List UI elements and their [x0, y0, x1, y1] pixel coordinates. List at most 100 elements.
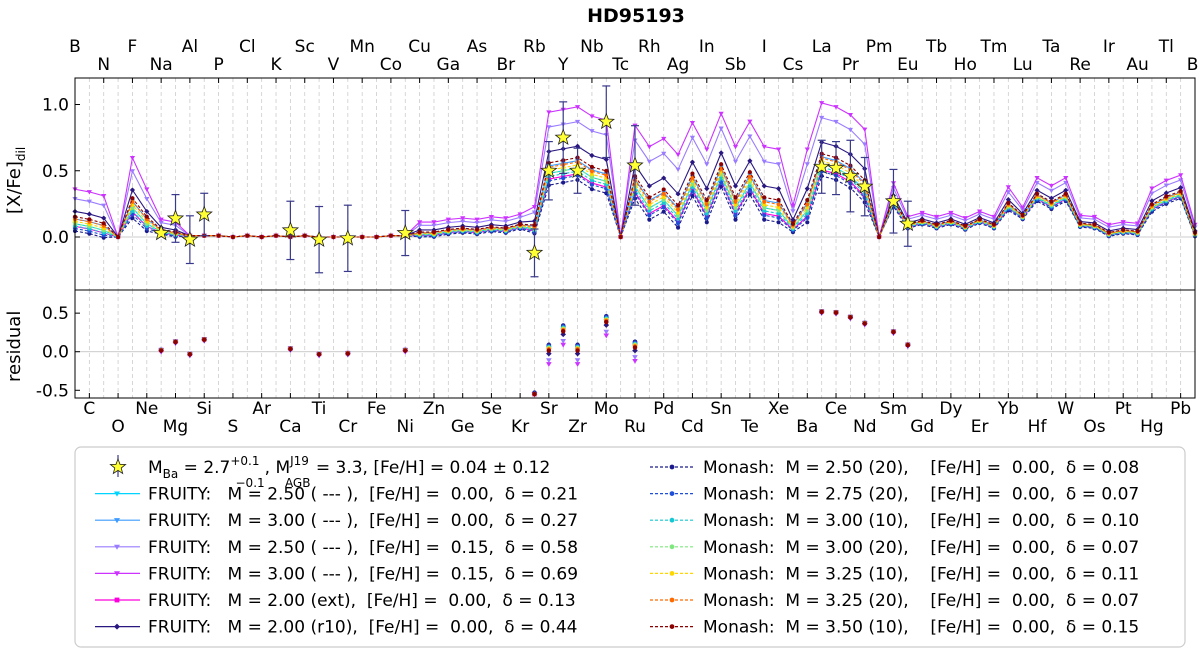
series-marker — [804, 147, 810, 152]
series-marker — [101, 215, 107, 221]
series-marker — [561, 176, 566, 181]
series-marker — [589, 114, 595, 119]
observation-star — [856, 177, 874, 195]
series-marker — [689, 135, 696, 141]
element-label-bottom: Cr — [338, 417, 357, 437]
series-marker — [618, 234, 623, 240]
series-marker — [1149, 198, 1155, 204]
series-marker — [604, 168, 609, 173]
element-label-top: Rb — [523, 37, 546, 57]
series-marker — [1048, 195, 1055, 201]
residual-Ti — [316, 351, 322, 359]
series-marker — [173, 339, 178, 345]
series-marker — [1134, 224, 1141, 229]
legend-label: Monash: M = 2.50 (20), [Fe/H] = 0.00, δ … — [703, 458, 1139, 478]
series-marker — [574, 358, 581, 363]
observation-Si — [195, 192, 213, 237]
series-marker — [991, 222, 997, 227]
series-marker — [546, 110, 552, 115]
series-marker — [575, 348, 580, 353]
element-label-top: Tb — [925, 37, 947, 57]
series-marker — [718, 126, 724, 131]
element-label-top: N — [97, 55, 110, 75]
series-marker — [518, 222, 523, 227]
observation-Ti — [310, 205, 328, 274]
series-marker — [718, 111, 724, 117]
series-marker — [704, 205, 709, 210]
series-marker — [360, 234, 365, 240]
element-label-bottom: S — [228, 417, 239, 437]
series-marker — [732, 144, 739, 150]
series-marker — [1034, 187, 1040, 193]
series-marker — [603, 156, 609, 163]
series-marker — [747, 134, 753, 139]
series-marker — [114, 518, 120, 524]
series-marker — [675, 167, 681, 173]
series-marker — [762, 213, 767, 218]
observation-Mg — [166, 194, 185, 243]
series-marker — [115, 234, 121, 240]
series-marker — [1048, 188, 1055, 194]
element-label-top: Al — [182, 37, 198, 57]
series-marker — [531, 210, 538, 215]
element-label-bottom: Pd — [653, 399, 674, 419]
series-marker — [805, 197, 810, 203]
series-marker — [661, 136, 667, 142]
series-marker — [1149, 202, 1155, 207]
series-marker — [230, 234, 236, 240]
element-label-top: Pm — [866, 37, 893, 57]
series-marker — [574, 105, 581, 110]
series-marker — [129, 169, 136, 174]
series-marker — [517, 215, 523, 220]
series-marker — [690, 175, 695, 180]
element-label-bottom: Kr — [511, 417, 529, 437]
series-marker — [288, 346, 293, 352]
element-label-bottom: Ce — [825, 399, 847, 419]
observation-Ca — [281, 200, 300, 261]
series-marker — [733, 202, 738, 207]
series-marker — [87, 217, 92, 222]
element-label-top: Sc — [295, 37, 315, 57]
observation-Zr — [568, 147, 587, 194]
legend-label: FRUITY: M = 2.50 ( --- ), [Fe/H] = 0.15,… — [148, 538, 578, 558]
series-marker — [114, 597, 120, 603]
series-marker — [962, 216, 968, 221]
element-label-bottom: Sm — [880, 399, 907, 419]
series-marker — [747, 158, 753, 164]
series-marker — [488, 218, 495, 223]
series-marker — [503, 219, 509, 224]
legend-entry: Monash: M = 3.25 (20), [Fe/H] = 0.00, δ … — [650, 591, 1139, 611]
series-marker — [101, 194, 107, 199]
series-marker — [805, 208, 810, 213]
series-marker — [129, 155, 136, 161]
series-marker — [704, 208, 709, 213]
series-marker — [1049, 199, 1054, 204]
series-marker — [762, 217, 767, 222]
observation-star — [339, 229, 357, 246]
legend-layer: MBa = 2.7+0.1 −0.1, MJ19 AGB = 3.3, [Fe/H]… — [74, 446, 1186, 648]
series-marker — [574, 119, 581, 125]
residual-Ca — [287, 346, 294, 354]
series-marker — [445, 217, 451, 223]
observation-star — [195, 205, 213, 222]
element-label-bottom: Nd — [853, 417, 877, 437]
element-label-top: Au — [1126, 55, 1148, 75]
series-marker — [1178, 189, 1183, 194]
series-marker — [431, 223, 437, 228]
series-marker — [762, 208, 767, 213]
series-marker — [669, 624, 675, 629]
legend-obs-part: J19 — [289, 454, 309, 468]
series-marker — [417, 220, 423, 225]
series-marker — [704, 186, 710, 192]
observation-star — [597, 112, 615, 130]
element-label-top: B — [69, 37, 81, 57]
series-marker — [775, 186, 782, 192]
series-marker — [144, 214, 149, 219]
series-marker — [1034, 175, 1040, 181]
series-marker — [1178, 185, 1184, 191]
series-marker — [1163, 190, 1169, 196]
observation-Mo — [597, 85, 615, 159]
observation-Nd — [856, 156, 874, 217]
series-marker — [661, 200, 666, 206]
